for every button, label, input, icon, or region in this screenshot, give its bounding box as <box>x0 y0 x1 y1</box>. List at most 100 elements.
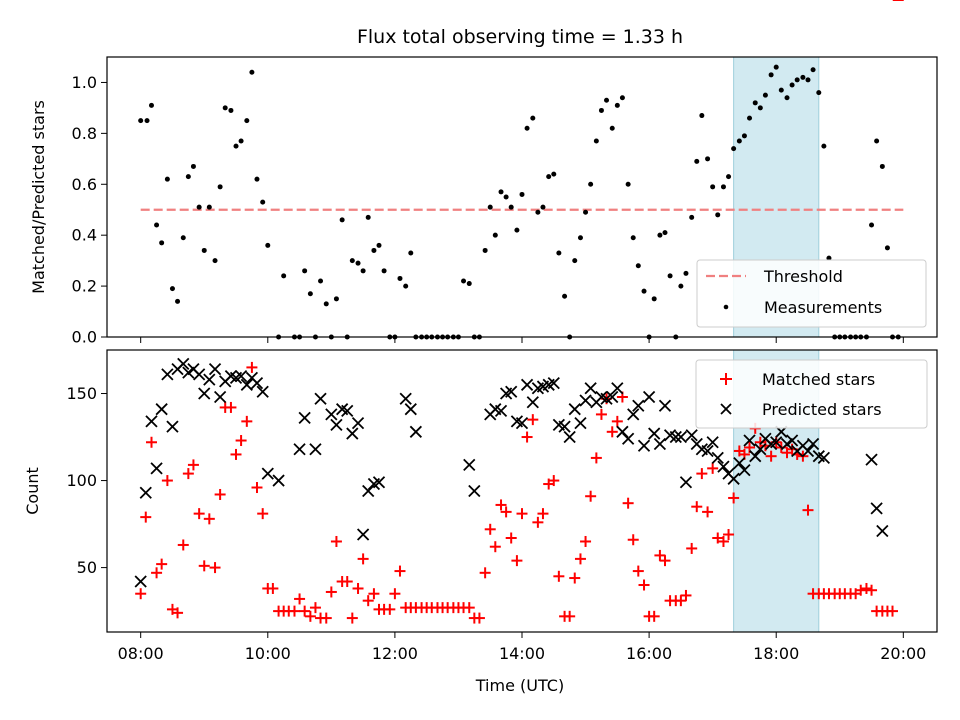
measurement-point <box>185 174 191 180</box>
predicted-star-stroke <box>193 368 206 381</box>
matched-star-point <box>606 426 618 438</box>
measurement-point <box>175 298 181 304</box>
measurement-point <box>360 268 366 274</box>
matched-star-point <box>632 565 644 577</box>
measurement-point <box>514 227 520 233</box>
legend-measurements-label: Measurements <box>764 298 882 317</box>
matched-star-point <box>346 612 358 624</box>
predicted-star-point <box>749 450 762 463</box>
matched-star-point <box>304 610 316 622</box>
predicted-star-point <box>213 390 227 404</box>
x-axis-label: Time (UTC) <box>475 676 564 695</box>
matched-star-point <box>717 535 729 547</box>
predicted-star-point <box>463 458 476 472</box>
matched-star-point <box>394 565 406 577</box>
y-tick-label: 1.0 <box>72 73 97 92</box>
predicted-star-stroke <box>658 399 672 412</box>
measurement-point <box>349 258 355 264</box>
measurement-point <box>593 138 599 144</box>
predicted-star-stroke <box>733 457 746 470</box>
predicted-star-point <box>314 392 327 405</box>
matched-star-point <box>728 492 740 504</box>
matched-star-point <box>712 532 724 544</box>
predicted-star-stroke <box>145 415 158 428</box>
predicted-star-point <box>611 382 624 395</box>
predicted-star-stroke <box>213 390 227 404</box>
bottom-panel: 50 100 150 08:00 10:00 12:00 14:00 16:00 18:00 2… <box>23 0 938 695</box>
predicted-star-point <box>876 524 889 538</box>
measurement-point <box>265 242 271 248</box>
measurement-point <box>874 138 880 144</box>
predicted-star-stroke <box>409 425 423 438</box>
predicted-star-stroke <box>404 403 417 416</box>
measurement-point <box>180 235 186 241</box>
predicted-star-stroke <box>515 416 529 430</box>
measurement-point <box>222 105 228 111</box>
predicted-star-stroke <box>293 443 306 456</box>
y-tick-label: 0.6 <box>72 175 97 194</box>
measurement-point <box>625 181 631 187</box>
predicted-star-point <box>468 484 481 498</box>
matched-star-point <box>235 435 247 447</box>
predicted-star-stroke <box>150 462 163 475</box>
matched-star-point <box>257 508 269 520</box>
matched-star-point <box>627 534 639 546</box>
measurement-point <box>657 232 663 238</box>
predicted-star-point <box>584 382 597 395</box>
matched-star-point <box>241 415 253 427</box>
matched-star-point <box>225 401 237 413</box>
predicted-star-stroke <box>653 437 667 451</box>
predicted-star-stroke <box>563 430 576 444</box>
matched-star-point <box>511 555 523 567</box>
predicted-star-stroke <box>234 369 248 383</box>
predicted-star-point <box>240 378 253 391</box>
measurement-point <box>217 184 223 190</box>
measurement-point <box>577 235 583 241</box>
predicted-star-stroke <box>198 387 211 400</box>
matched-star-point <box>675 595 687 607</box>
predicted-star-stroke <box>706 436 719 449</box>
predicted-star-point <box>203 373 216 386</box>
predicted-star-point <box>621 432 635 445</box>
matched-star-point <box>209 562 221 574</box>
measurement-point <box>551 171 557 177</box>
predicted-star-stroke <box>468 484 481 498</box>
measurement-point <box>800 74 806 80</box>
predicted-star-stroke <box>642 390 656 404</box>
measurement-point <box>238 138 244 144</box>
predicted-star-point <box>711 451 724 465</box>
matched-star-point <box>267 582 279 594</box>
measurement-point <box>339 217 345 223</box>
measurement-point <box>826 255 832 261</box>
predicted-star-stroke <box>584 382 597 395</box>
legend-threshold-label: Threshold <box>763 267 843 286</box>
measurement-point <box>206 204 212 210</box>
measurement-point <box>535 209 541 215</box>
matched-star-point <box>198 560 210 572</box>
measurement-point <box>508 204 514 210</box>
predicted-star-point <box>574 416 587 430</box>
measurement-point <box>773 64 779 70</box>
matched-star-point <box>203 513 215 525</box>
predicted-star-stroke <box>309 443 322 456</box>
matched-star-point <box>352 582 364 594</box>
measurement-point <box>583 209 589 215</box>
predicted-star-stroke <box>568 403 581 416</box>
measurement-point <box>794 77 800 83</box>
predicted-star-stroke <box>250 376 264 390</box>
measurement-point <box>164 176 170 182</box>
predicted-star-point <box>579 394 592 407</box>
predicted-star-point <box>547 376 560 390</box>
predicted-star-stroke <box>552 418 565 431</box>
predicted-star-stroke <box>701 444 714 458</box>
measurement-point <box>154 222 160 228</box>
matched-star-point <box>887 605 899 617</box>
matched-star-point <box>723 529 735 541</box>
predicted-star-point <box>743 434 756 447</box>
predicted-star-point <box>145 415 158 428</box>
predicted-star-stroke <box>314 392 327 405</box>
measurement-point <box>869 222 875 228</box>
predicted-star-point <box>494 404 508 418</box>
measurement-point <box>169 286 175 292</box>
matched-star-point <box>611 415 623 427</box>
